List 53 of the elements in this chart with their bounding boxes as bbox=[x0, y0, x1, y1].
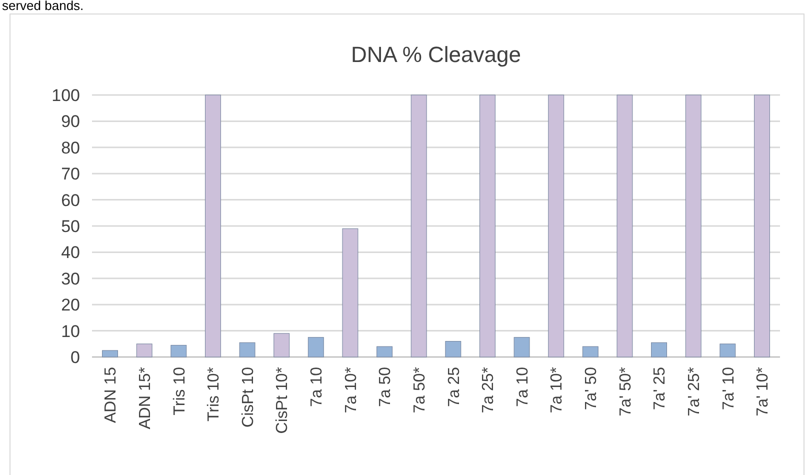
y-tick-label: 20 bbox=[61, 296, 80, 315]
bar bbox=[102, 350, 118, 358]
x-tick-label: CisPt 10 bbox=[240, 366, 257, 428]
bar bbox=[410, 94, 427, 358]
x-tick-label: 7a 25* bbox=[480, 367, 498, 414]
bar bbox=[480, 94, 496, 358]
x-tick-label: 7a' 10 bbox=[720, 366, 738, 410]
x-tick-label: CisPt 10* bbox=[274, 367, 292, 434]
bar bbox=[445, 341, 462, 358]
x-tick-label: ADN 15* bbox=[136, 367, 154, 430]
y-tick-label: 40 bbox=[61, 243, 80, 262]
x-tick-label: Tris 10 bbox=[171, 366, 188, 416]
bar bbox=[651, 342, 668, 358]
x-tick-label: ADN 15 bbox=[102, 366, 120, 424]
x-tick-label: 7a' 25* bbox=[686, 367, 703, 416]
y-tick-label: 70 bbox=[61, 164, 80, 184]
x-tick-label: 7a 25 bbox=[446, 366, 463, 408]
text: served bands. bbox=[2, 0, 84, 13]
x-tick-label: 7a' 50* bbox=[617, 367, 634, 416]
bar bbox=[274, 333, 290, 358]
bar bbox=[170, 344, 187, 358]
bar bbox=[342, 228, 358, 358]
y-tick-label: 0 bbox=[70, 348, 80, 367]
bar bbox=[239, 342, 256, 358]
bar bbox=[616, 94, 633, 358]
bar bbox=[754, 94, 770, 358]
y-tick-label: 80 bbox=[61, 138, 80, 158]
x-tick-label: Tris 10* bbox=[206, 367, 223, 422]
y-tick-label: 60 bbox=[61, 190, 80, 210]
x-tick-label: 7a 10* bbox=[548, 367, 566, 414]
y-tick-label: 30 bbox=[61, 269, 80, 288]
y-tick-label: 50 bbox=[61, 216, 80, 236]
x-tick-label: 7a 50* bbox=[411, 367, 428, 414]
x-tick-label: 7a 50 bbox=[377, 366, 394, 408]
x-tick-label: 7a 10* bbox=[342, 367, 360, 414]
bar bbox=[548, 94, 564, 358]
x-tick-label: 7a' 10* bbox=[754, 367, 772, 416]
x-tick-label: 7a' 25 bbox=[652, 366, 669, 410]
bar bbox=[376, 346, 392, 358]
bar bbox=[685, 94, 702, 358]
y-tick-label: 10 bbox=[61, 322, 80, 341]
bar bbox=[308, 337, 324, 358]
bar bbox=[720, 344, 736, 358]
y-tick-label: 90 bbox=[61, 112, 80, 132]
bar bbox=[514, 337, 530, 358]
x-tick-label: 7a 10 bbox=[308, 366, 326, 408]
bar bbox=[204, 94, 221, 358]
bar bbox=[136, 344, 152, 358]
y-tick-label: 100 bbox=[52, 86, 80, 105]
chart-title: DNA % Cleavage bbox=[351, 42, 521, 67]
x-tick-label: 7a 10 bbox=[514, 366, 532, 408]
bar bbox=[582, 346, 598, 358]
x-tick-label: 7a' 50 bbox=[583, 366, 600, 410]
